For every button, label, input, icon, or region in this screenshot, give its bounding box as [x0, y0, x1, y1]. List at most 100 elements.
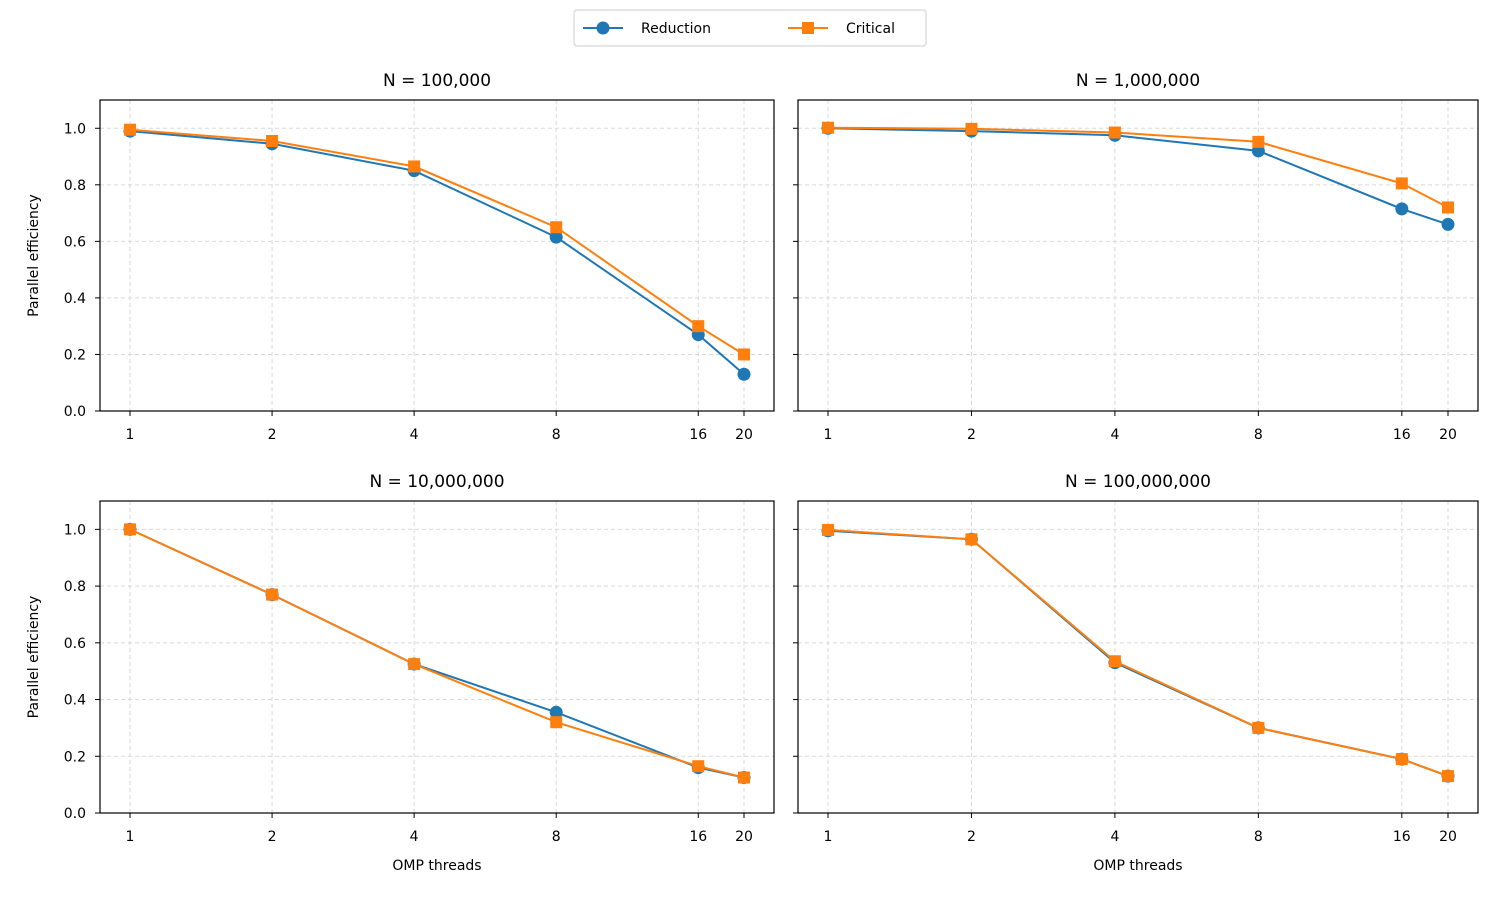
series-line — [129, 528, 745, 779]
series-line — [827, 126, 1449, 209]
data-point — [1395, 753, 1408, 766]
x-tick-label: 8 — [1254, 427, 1263, 443]
panel-title: N = 100,000,000 — [1065, 472, 1211, 492]
x-tick-label: 20 — [735, 829, 753, 845]
x-tick-label: 20 — [1439, 829, 1457, 845]
data-point — [408, 160, 421, 173]
panels: 1 2 4 8 16 20 0.0 0.2 0.4 0.6 0.8 1.0 N = 100,000 Par… — [26, 71, 1479, 874]
y-tick-label: 0.6 — [64, 636, 86, 652]
series-reduction — [821, 524, 1455, 783]
y-tick-label: 0.0 — [64, 806, 86, 822]
series-critical — [822, 121, 1454, 214]
legend-label: Reduction — [641, 21, 711, 37]
x-tick-label: 2 — [268, 427, 277, 443]
legend-marker — [596, 21, 610, 35]
panel-title: N = 100,000 — [383, 71, 491, 91]
series-critical — [124, 123, 750, 361]
y-axis-label: Parallel efficiency — [26, 596, 42, 719]
data-point — [1108, 126, 1121, 139]
series-critical — [124, 523, 750, 784]
grid — [798, 501, 1478, 814]
legend: Reduction Critical — [573, 9, 927, 47]
data-point — [266, 588, 279, 601]
axes-frame — [797, 500, 1479, 814]
data-point — [1395, 202, 1409, 216]
data-point — [549, 705, 563, 719]
x-tick-label: 20 — [735, 427, 753, 443]
x-tick-label: 2 — [268, 829, 277, 845]
data-point — [1442, 201, 1454, 214]
x-tick-label: 8 — [552, 829, 561, 845]
panel-title: N = 10,000,000 — [369, 472, 504, 492]
data-point — [822, 523, 834, 536]
series-line — [129, 128, 745, 356]
series-line — [827, 528, 1449, 778]
data-point — [550, 716, 563, 729]
y-tick-label: 0.4 — [64, 693, 86, 709]
panel-3: 1 2 4 8 16 20 0.0 0.2 0.4 0.6 0.8 1.0 N = 10,000,000… — [26, 472, 775, 874]
y-tick-label: 0.8 — [64, 579, 86, 595]
x-tick-label: 8 — [552, 427, 561, 443]
data-point — [1108, 655, 1121, 668]
data-point — [692, 760, 705, 773]
data-point — [965, 533, 978, 546]
x-tick-label: 2 — [967, 829, 976, 845]
x-tick-label: 1 — [126, 427, 135, 443]
x-tick-label: 4 — [410, 427, 419, 443]
y-tick-label: 0.0 — [64, 404, 86, 420]
series-reduction — [123, 124, 751, 381]
panel-title: N = 1,000,000 — [1076, 71, 1200, 91]
data-point — [1252, 721, 1265, 734]
axes-frame — [797, 99, 1479, 412]
x-tick-label: 1 — [824, 829, 833, 845]
data-point — [738, 771, 750, 784]
data-point — [965, 122, 978, 135]
panel-1: 1 2 4 8 16 20 0.0 0.2 0.4 0.6 0.8 1.0 N = 100,000 Par… — [26, 71, 775, 443]
x-tick-label: 1 — [126, 829, 135, 845]
x-tick-label: 16 — [689, 829, 707, 845]
grid — [100, 501, 774, 814]
x-tick-label: 20 — [1439, 427, 1457, 443]
y-axis-label: Parallel efficiency — [26, 194, 42, 317]
panel-2: 1 2 4 8 16 20 N = 1,000,000 — [793, 71, 1479, 443]
series-critical — [822, 523, 1454, 783]
x-tick-label: 1 — [824, 427, 833, 443]
y-tick-label: 0.8 — [64, 178, 86, 194]
data-point — [692, 320, 705, 333]
x-tick-label: 16 — [689, 427, 707, 443]
x-axis-label: OMP threads — [392, 858, 481, 874]
data-point — [738, 348, 750, 361]
grid — [798, 100, 1478, 412]
series-line — [129, 528, 745, 779]
data-point — [124, 123, 136, 136]
legend-entry: Critical — [788, 21, 895, 37]
series-line — [129, 130, 745, 375]
grid — [100, 100, 774, 412]
data-point — [266, 134, 279, 147]
x-tick-label: 8 — [1254, 829, 1263, 845]
series-line — [827, 127, 1449, 226]
series-reduction — [123, 522, 751, 785]
series-reduction — [821, 121, 1455, 231]
data-point — [549, 230, 563, 244]
data-point — [1441, 217, 1455, 231]
y-tick-label: 1.0 — [64, 522, 86, 538]
x-tick-label: 2 — [967, 427, 976, 443]
legend-marker — [802, 22, 814, 34]
x-tick-label: 4 — [410, 829, 419, 845]
panel-4: 1 2 4 8 16 20 N = 100,000,000 OMP threads — [793, 472, 1479, 874]
data-point — [408, 658, 421, 671]
x-axis-label: OMP threads — [1093, 858, 1182, 874]
data-point — [822, 121, 834, 134]
axes-frame — [99, 500, 775, 814]
series-line — [827, 529, 1449, 778]
y-tick-label: 0.2 — [64, 347, 86, 363]
data-point — [124, 523, 136, 536]
y-tick-label: 0.4 — [64, 291, 86, 307]
x-tick-label: 4 — [1110, 427, 1119, 443]
x-tick-label: 4 — [1110, 829, 1119, 845]
legend-label: Critical — [846, 21, 895, 37]
data-point — [1252, 135, 1265, 148]
y-tick-label: 0.6 — [64, 234, 86, 250]
